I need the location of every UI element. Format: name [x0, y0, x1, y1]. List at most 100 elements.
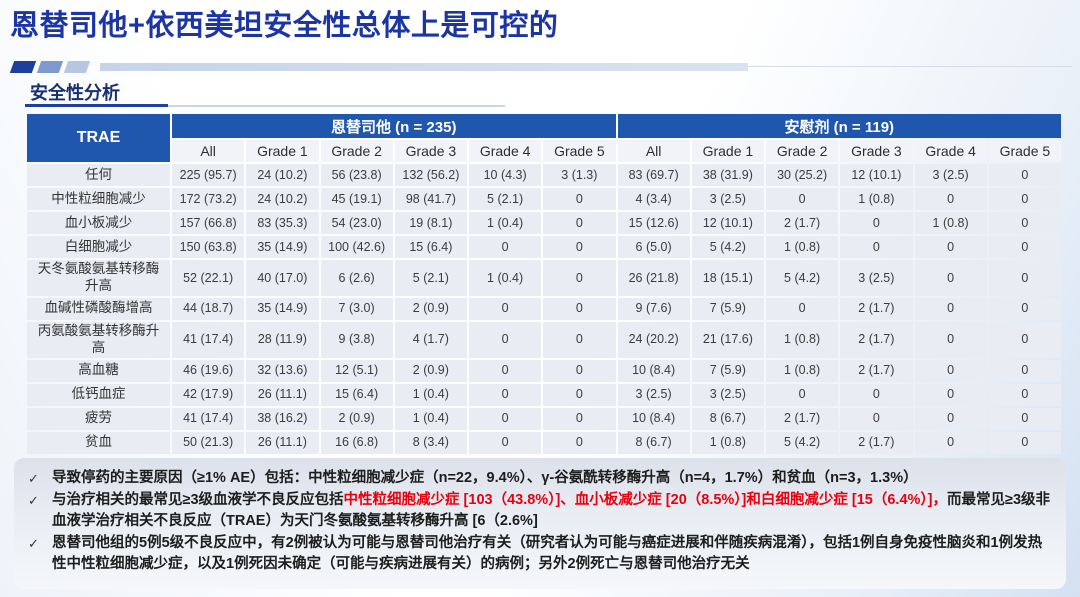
table-cell: 132 (56.2): [394, 164, 467, 186]
table-cell: 5 (2.1): [469, 188, 542, 210]
deco-thin-line: [748, 66, 1072, 67]
table-cell: 3 (2.5): [914, 164, 987, 186]
note-highlight-red: 中性粒细胞减少症 [103（43.8%）]、血小板减少症 [20（8.5%）]和…: [343, 492, 947, 508]
table-cell: 2 (1.7): [840, 321, 913, 358]
table-row: 白细胞减少 150 (63.8) 35 (14.9) 100 (42.6) 15 (6.…: [27, 236, 1061, 258]
group-header-entinostat: 恩替司他 (n = 235): [172, 114, 616, 138]
table-cell: 0: [840, 212, 913, 234]
table-cell: 8 (6.7): [691, 407, 764, 430]
table-cell: 0: [766, 383, 839, 406]
column-header: Grade 1: [246, 140, 319, 162]
table-cell: 1 (0.8): [691, 431, 764, 454]
table-cell: 1 (0.8): [840, 188, 913, 210]
table-cell: 0: [988, 383, 1061, 406]
deco-square-light: [63, 61, 91, 73]
table-cell: 19 (8.1): [394, 212, 467, 234]
table-cell: 0: [469, 431, 542, 454]
table-cell: 2 (0.9): [320, 407, 393, 430]
table-cell: 0: [469, 236, 542, 258]
table-cell: 0: [469, 359, 542, 382]
table-cell: 0: [469, 407, 542, 430]
table-cell: 0: [543, 260, 616, 296]
table-row: 高血糖 46 (19.6) 32 (13.6) 12 (5.1) 2 (0.9) 0 0 10…: [27, 359, 1061, 382]
table-cell: 35 (14.9): [246, 236, 319, 258]
table-cell: 0: [988, 188, 1061, 210]
table-cell: 52 (22.1): [172, 260, 245, 296]
table-cell: 24 (10.2): [246, 164, 319, 186]
table-cell: 46 (19.6): [172, 359, 245, 382]
table-cell: 0: [469, 383, 542, 406]
note-segment: 而最常见≥3级非血液学治疗相关不良反应（TRAE）为天门冬氨酸氨基转移酶升高 […: [52, 492, 1051, 529]
table-cell: 26 (11.1): [246, 431, 319, 454]
table-cell: 0: [988, 236, 1061, 258]
table-cell: 44 (18.7): [172, 297, 245, 320]
table-cell: 2 (0.9): [394, 359, 467, 382]
table-cell: 3 (2.5): [617, 383, 690, 406]
table-cell: 7 (5.9): [691, 297, 764, 320]
table-cell: 0: [766, 297, 839, 320]
table-cell: 41 (17.4): [172, 321, 245, 358]
table-cell: 0: [543, 359, 616, 382]
table-cell: 12 (10.1): [840, 164, 913, 186]
table-cell: 0: [543, 431, 616, 454]
table-cell: 0: [543, 407, 616, 430]
group-header-row: TRAE 恩替司他 (n = 235) 安慰剂 (n = 119): [27, 114, 1061, 162]
table-cell: 35 (14.9): [246, 297, 319, 320]
table-cell: 3 (2.5): [691, 383, 764, 406]
table-cell: 98 (41.7): [394, 188, 467, 210]
table-cell: 7 (5.9): [691, 359, 764, 382]
table-cell: 0: [914, 321, 987, 358]
title-divider: [9, 61, 1072, 73]
column-header: Grade 4: [914, 140, 987, 162]
table-cell: 0: [988, 431, 1061, 454]
group-header-placebo: 安慰剂 (n = 119): [617, 114, 1061, 138]
note-item: ✓ 恩替司他组的5例5级不良反应中，有2例被认为可能与恩替司他治疗有关（研究者认为…: [26, 533, 1052, 575]
row-label: 血小板减少: [27, 212, 170, 234]
table-cell: 15 (6.4): [320, 383, 393, 406]
table-cell: 0: [543, 212, 616, 234]
table-cell: 0: [914, 188, 987, 210]
table-cell: 0: [914, 431, 987, 454]
table-cell: 0: [840, 236, 913, 258]
column-header: All: [617, 140, 690, 162]
table-cell: 0: [914, 260, 987, 296]
table-cell: 0: [543, 188, 616, 210]
table-cell: 41 (17.4): [172, 407, 245, 430]
table-cell: 6 (2.6): [320, 260, 393, 296]
table-cell: 1 (0.8): [914, 212, 987, 234]
table-cell: 5 (4.2): [766, 260, 839, 296]
table-cell: 0: [988, 260, 1061, 296]
table-cell: 24 (20.2): [617, 321, 690, 358]
table-cell: 40 (17.0): [246, 260, 319, 296]
section-underline-light: [168, 105, 505, 107]
table-row: 血碱性磷酸酶增高 44 (18.7) 35 (14.9) 7 (3.0) 2 (0.9)…: [27, 297, 1061, 320]
table-cell: 4 (3.4): [617, 188, 690, 210]
deco-square-medium: [36, 61, 64, 73]
column-header: Grade 3: [840, 140, 913, 162]
table-cell: 5 (4.2): [691, 236, 764, 258]
table-cell: 30 (25.2): [766, 164, 839, 186]
table-cell: 1 (0.8): [766, 236, 839, 258]
table-cell: 56 (23.8): [320, 164, 393, 186]
table-cell: 0: [914, 297, 987, 320]
table-cell: 50 (21.3): [172, 431, 245, 454]
trae-corner-header: TRAE: [27, 114, 170, 162]
table-cell: 3 (2.5): [840, 260, 913, 296]
row-label: 高血糖: [27, 359, 170, 382]
row-label: 任何: [27, 164, 170, 186]
table-cell: 21 (17.6): [691, 321, 764, 358]
note-item: ✓ 与治疗相关的最常见≥3级血液学不良反应包括中性粒细胞减少症 [103（43.8…: [26, 490, 1052, 532]
table-cell: 0: [988, 164, 1061, 186]
checkmark-icon: ✓: [28, 471, 39, 486]
note-text: 与治疗相关的最常见≥3级血液学不良反应包括中性粒细胞减少症 [103（43.8%…: [52, 490, 1052, 532]
table-cell: 12 (10.1): [691, 212, 764, 234]
note-segment: 恩替司他组的5例5级不良反应中，有2例被认为可能与恩替司他治疗有关（研究者认为可…: [52, 535, 1043, 572]
table-cell: 6 (5.0): [617, 236, 690, 258]
table-cell: 26 (21.8): [617, 260, 690, 296]
table-row: 血小板减少 157 (66.8) 83 (35.3) 54 (23.0) 19 (8.1…: [27, 212, 1061, 234]
table-cell: 1 (0.4): [394, 407, 467, 430]
table-row: 天冬氨酸氨基转移酶升高 52 (22.1) 40 (17.0) 6 (2.6) 5 (2…: [27, 260, 1061, 296]
table-cell: 1 (0.8): [766, 321, 839, 358]
table-cell: 12 (5.1): [320, 359, 393, 382]
